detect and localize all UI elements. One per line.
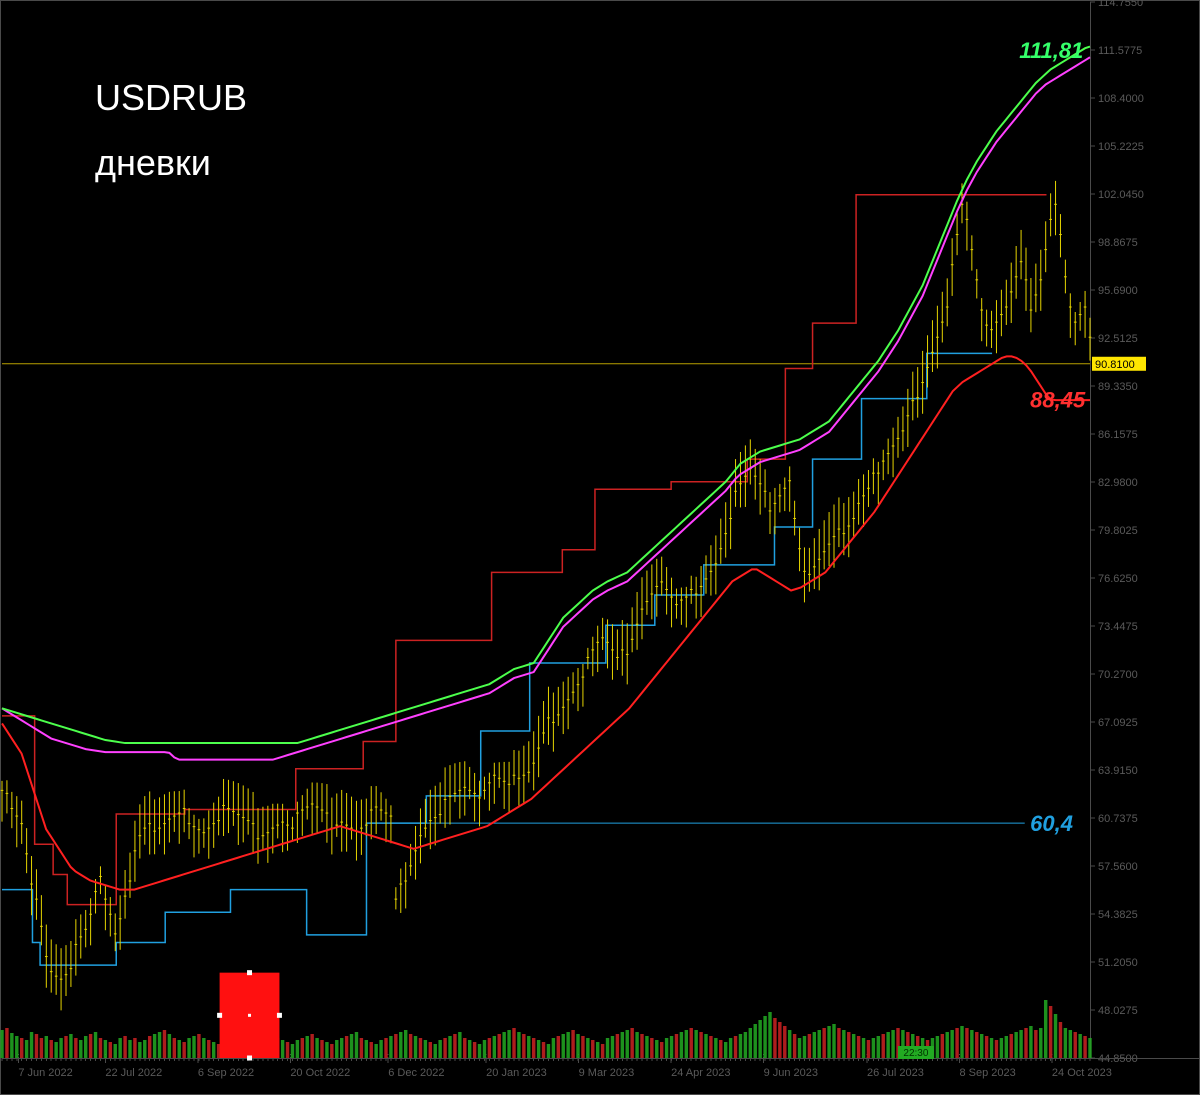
- x-tick-label: 6 Dec 2022: [388, 1067, 444, 1079]
- x-tick-label: 24 Oct 2023: [1052, 1067, 1112, 1079]
- y-tick-label: 51.2050: [1098, 957, 1138, 969]
- x-tick-label: 7 Jun 2022: [18, 1067, 72, 1079]
- y-tick-label: 79.8025: [1098, 525, 1138, 537]
- y-axis: 114.7550 111.5775 108.4000 105.2225 102.0450…: [1090, 0, 1144, 1065]
- blue-channel: [2, 353, 992, 965]
- y-tick-label: 114.7550: [1098, 0, 1143, 9]
- y-tick-label: 57.5600: [1098, 861, 1138, 873]
- x-tick-label: 22 Jul 2022: [105, 1067, 162, 1079]
- y-tick-label: 92.5125: [1098, 333, 1138, 345]
- y-tick-label: 98.8675: [1098, 237, 1138, 249]
- time-marker-label: 22:30: [903, 1048, 928, 1059]
- y-tick-label: 60.7375: [1098, 813, 1138, 825]
- x-tick-label: 24 Apr 2023: [671, 1067, 730, 1079]
- x-tick-label: 9 Jun 2023: [764, 1067, 818, 1079]
- y-tick-label: 86.1575: [1098, 429, 1138, 441]
- y-tick-label: 105.2225: [1098, 141, 1144, 153]
- y-tick-label: 89.3350: [1098, 381, 1138, 393]
- y-tick-label: 48.0275: [1098, 1005, 1138, 1017]
- y-tick-label: 54.3825: [1098, 909, 1138, 921]
- annotation-mid: 88,45: [1030, 387, 1086, 412]
- ma-red: [2, 356, 1090, 889]
- x-tick-label: 8 Sep 2023: [959, 1067, 1015, 1079]
- y-tick-label: 108.4000: [1098, 93, 1144, 105]
- y-tick-label: 111.5775: [1098, 45, 1142, 57]
- y-tick-label: 63.9150: [1098, 765, 1138, 777]
- y-tick-label: 102.0450: [1098, 189, 1144, 201]
- x-tick-label: 26 Jul 2023: [867, 1067, 924, 1079]
- y-tick-label: 70.2700: [1098, 669, 1138, 681]
- x-tick-label: 6 Sep 2022: [198, 1067, 254, 1079]
- x-tick-label: 9 Mar 2023: [579, 1067, 635, 1079]
- y-tick-label: 73.4475: [1098, 621, 1138, 633]
- y-tick-label: 67.0925: [1098, 717, 1138, 729]
- x-tick-label: 20 Jan 2023: [486, 1067, 547, 1079]
- title-line2: дневки: [95, 142, 211, 183]
- title-line1: USDRUB: [95, 77, 247, 118]
- y-tick-label: 76.6250: [1098, 573, 1138, 585]
- y-tick-label: 95.6900: [1098, 285, 1138, 297]
- chart-svg[interactable]: 114.7550 111.5775 108.4000 105.2225 102.0450…: [0, 0, 1200, 1095]
- annotation-lower: 60,4: [1030, 811, 1073, 836]
- annotation-upper: 111,81: [1019, 38, 1083, 63]
- red-selection-box[interactable]: [217, 970, 282, 1060]
- candles: [1, 181, 1092, 1010]
- x-tick-label: 20 Oct 2022: [290, 1067, 350, 1079]
- chart-container: 114.7550 111.5775 108.4000 105.2225 102.0450…: [0, 0, 1200, 1095]
- price-marker-label: 90.8100: [1095, 359, 1135, 371]
- y-tick-label: 82.9800: [1098, 477, 1138, 489]
